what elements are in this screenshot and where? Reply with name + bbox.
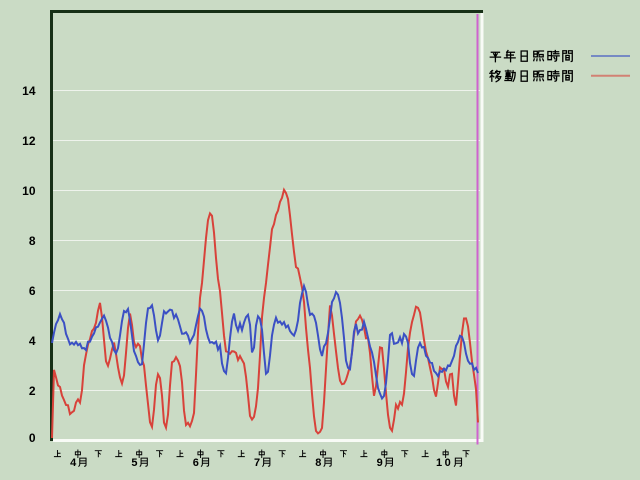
svg-text:10: 10 [22,184,36,198]
svg-text:4: 4 [70,457,77,469]
svg-text:7: 7 [254,457,260,469]
svg-text:8: 8 [315,457,321,469]
svg-text:6: 6 [193,457,199,469]
svg-text:5: 5 [131,457,137,469]
svg-text:12: 12 [22,134,36,148]
svg-text:4: 4 [29,334,36,348]
svg-text:10: 10 [436,457,453,469]
svg-text:9: 9 [377,457,383,469]
svg-text:8: 8 [29,234,36,248]
svg-text:2: 2 [29,384,36,398]
svg-text:14: 14 [22,84,36,98]
svg-text:6: 6 [29,284,36,298]
svg-text:0: 0 [29,431,36,445]
